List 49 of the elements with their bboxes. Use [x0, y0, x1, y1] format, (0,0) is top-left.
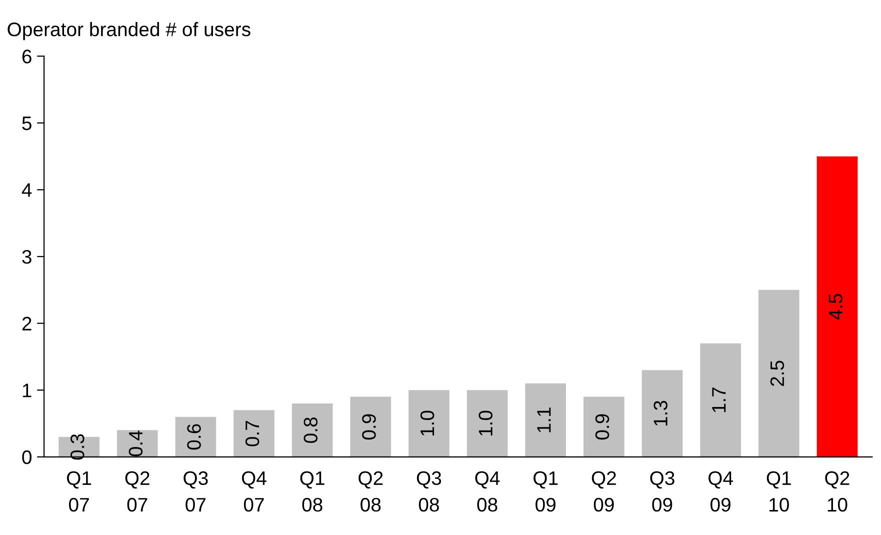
x-tick-label: Q1 09 [534, 471, 558, 512]
x-tick-label: Q4 07 [242, 471, 266, 512]
x-tick-label: Q3 08 [416, 471, 442, 512]
data-label: 0.9 [362, 414, 376, 440]
x-tick-label: Q1 08 [300, 471, 324, 512]
y-tick-label: 2 [22, 316, 32, 330]
y-tick-label: 1 [22, 384, 32, 398]
x-tick-label: Q1 10 [766, 471, 791, 512]
data-label: 1.7 [712, 388, 726, 412]
data-label: 0.4 [128, 430, 143, 456]
bar [525, 383, 566, 457]
data-label: 1.1 [537, 408, 551, 432]
data-label: 0.3 [70, 434, 84, 460]
data-label: 1.0 [420, 410, 434, 436]
bar [350, 396, 392, 457]
x-tick-label: Q4 09 [708, 471, 733, 512]
x-tick-label: Q2 07 [125, 471, 150, 512]
x-tick-label: Q2 10 [825, 471, 850, 512]
bar [466, 390, 508, 457]
data-label: 0.7 [245, 420, 260, 446]
bar [584, 396, 624, 457]
x-tick-label: Q1 07 [66, 471, 92, 512]
y-tick-label: 5 [22, 116, 32, 130]
bar [116, 430, 158, 457]
data-label: 1.0 [478, 410, 492, 436]
y-tick-label: 6 [22, 50, 32, 64]
x-tick-label: Q2 09 [592, 471, 616, 512]
data-label: 0.8 [304, 418, 318, 443]
bar [816, 156, 858, 457]
data-label: 0.6 [187, 424, 201, 450]
bar [234, 410, 274, 457]
bar [175, 416, 216, 457]
x-tick-label: Q4 08 [475, 471, 500, 512]
bar [408, 390, 450, 457]
y-tick-label: 3 [22, 250, 32, 264]
bar [642, 370, 683, 457]
y-tick-label: 4 [22, 183, 32, 197]
y-tick-label: 0 [22, 450, 32, 464]
bar [758, 290, 800, 457]
y-axis-title: Operator branded # of users [8, 22, 250, 40]
bar [292, 403, 333, 457]
data-label: 2.5 [770, 360, 784, 386]
bar [700, 343, 741, 457]
x-tick-label: Q2 08 [358, 471, 383, 512]
x-tick-label: Q3 09 [650, 471, 674, 512]
data-label: 4.5 [828, 294, 842, 320]
data-label: 0.9 [595, 414, 610, 440]
data-label: 1.3 [654, 400, 668, 426]
x-tick-label: Q3 07 [184, 471, 208, 512]
